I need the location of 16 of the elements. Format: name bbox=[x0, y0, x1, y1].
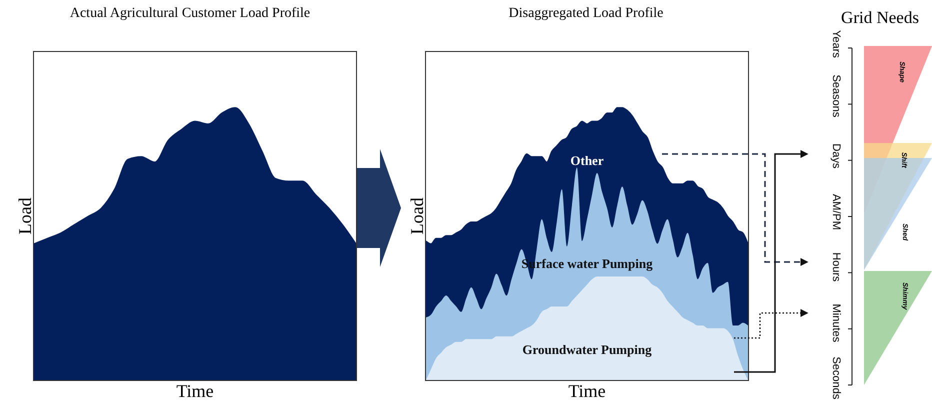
text: Years bbox=[830, 30, 842, 58]
chart-title: Actual Agricultural Customer Load Profile bbox=[68, 6, 312, 22]
series-label: Other bbox=[569, 153, 605, 170]
text: Seconds bbox=[830, 356, 842, 400]
x-axis-title: Time bbox=[567, 381, 607, 402]
text: Days bbox=[830, 143, 842, 170]
text: AM/PM bbox=[830, 194, 842, 230]
text: Minutes bbox=[830, 304, 842, 343]
series-label: Groundwater Pumping bbox=[521, 342, 653, 358]
x-axis-title: Time bbox=[175, 381, 215, 402]
y-axis-title: Load bbox=[407, 196, 428, 236]
y-axis-title: Load bbox=[15, 196, 36, 236]
text: Grid Needs bbox=[840, 8, 920, 28]
text: Seasons bbox=[830, 74, 842, 118]
text: Hours bbox=[830, 252, 842, 282]
chart-title: Disaggregated Load Profile bbox=[508, 6, 664, 22]
